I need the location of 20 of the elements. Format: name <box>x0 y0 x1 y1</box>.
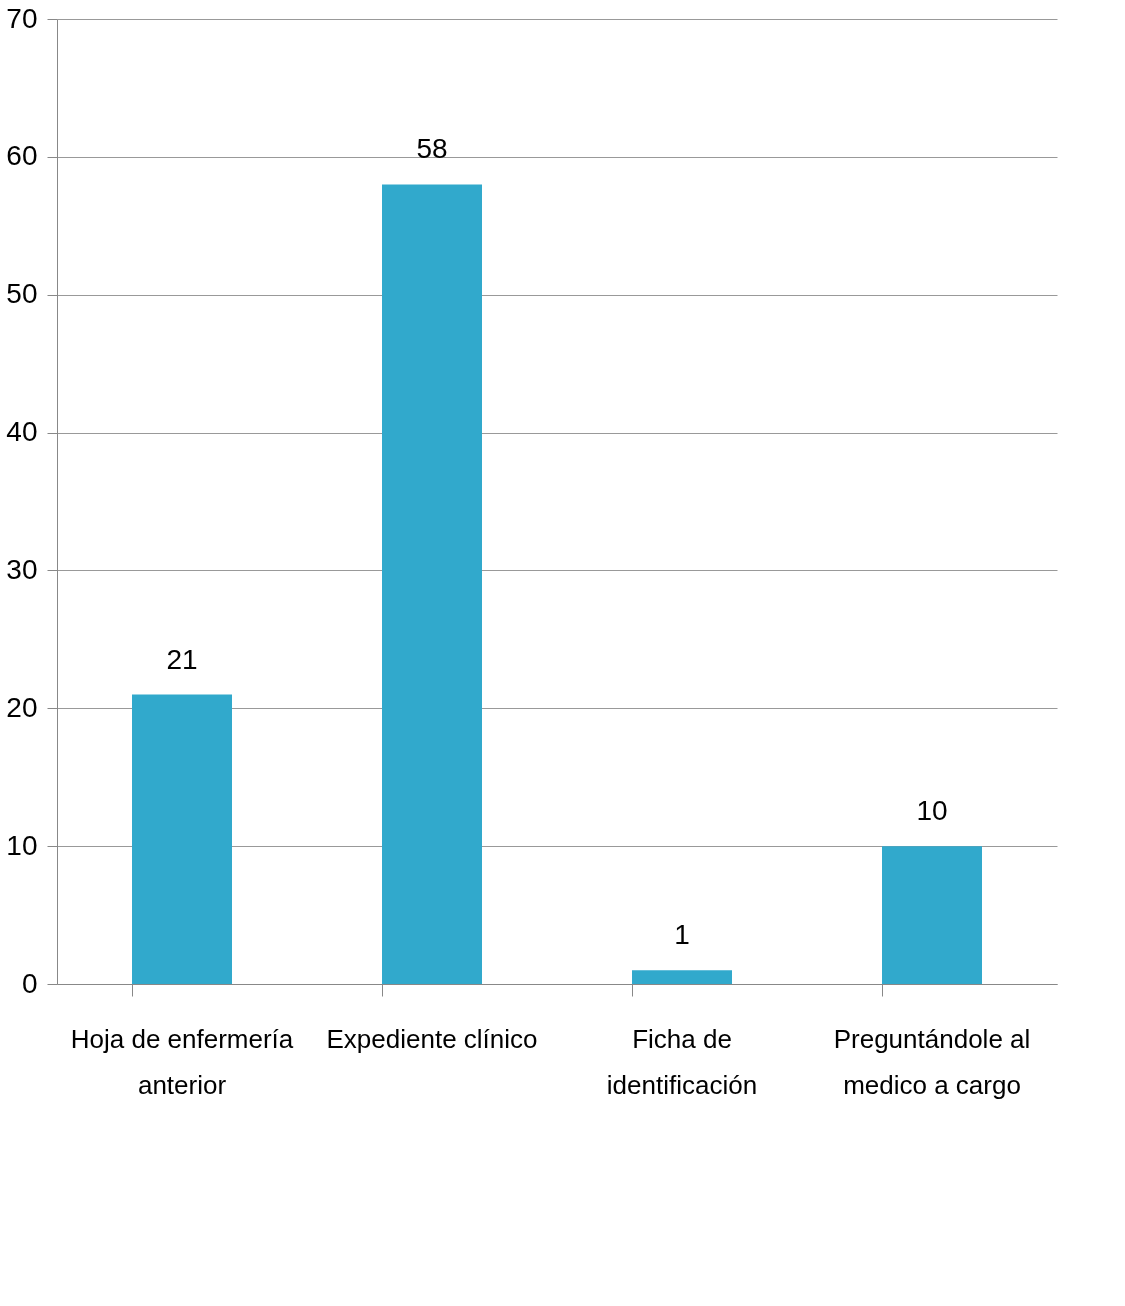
y-tick-label: 50 <box>6 278 38 310</box>
x-tick-label: Preguntándole al medico a cargo <box>833 1023 1031 1100</box>
data-label: 10 <box>916 795 948 827</box>
y-tick-label: 70 <box>6 2 38 34</box>
y-tick-label: 0 <box>21 967 38 999</box>
x-tick-label: Ficha de identificación <box>606 1023 758 1100</box>
bar <box>382 184 482 984</box>
bar <box>632 970 732 984</box>
x-tick-label: Expediente clínico <box>326 1023 538 1054</box>
data-label: 1 <box>674 919 690 951</box>
y-tick-label: 30 <box>6 553 38 585</box>
bar <box>132 694 232 984</box>
y-tick-label: 60 <box>6 140 38 172</box>
data-label: 58 <box>416 133 448 165</box>
bar <box>882 846 982 984</box>
y-tick-label: 20 <box>6 691 38 723</box>
x-tick-label: Hoja de enfermería anterior <box>70 1023 294 1100</box>
data-label: 21 <box>166 643 198 675</box>
y-tick-label: 10 <box>6 829 38 861</box>
y-tick-label: 40 <box>6 416 38 448</box>
